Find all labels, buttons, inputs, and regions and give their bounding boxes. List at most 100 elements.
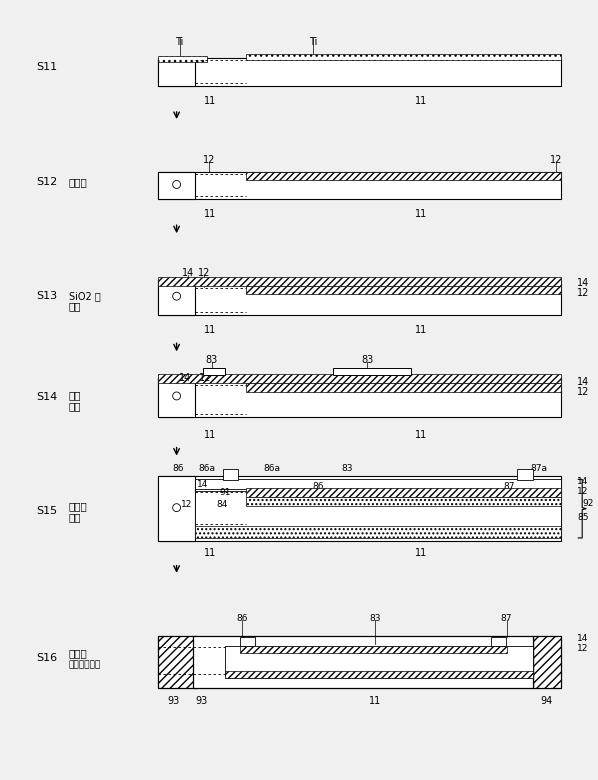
Text: 86a: 86a bbox=[263, 464, 280, 473]
Bar bbox=[196, 526, 560, 538]
Text: S16: S16 bbox=[36, 653, 57, 663]
Text: 11: 11 bbox=[415, 548, 427, 558]
Text: SiO2 膜: SiO2 膜 bbox=[69, 291, 100, 300]
Bar bbox=[240, 637, 255, 646]
Text: 12: 12 bbox=[203, 154, 215, 165]
Bar bbox=[246, 55, 560, 60]
Text: 92: 92 bbox=[582, 498, 594, 508]
Bar bbox=[193, 636, 533, 688]
Text: 11: 11 bbox=[204, 209, 216, 219]
Text: 14: 14 bbox=[577, 477, 588, 486]
Text: 12: 12 bbox=[550, 154, 562, 165]
Text: 86a: 86a bbox=[198, 464, 215, 473]
Text: 12: 12 bbox=[577, 644, 588, 653]
Text: Ti: Ti bbox=[175, 37, 184, 48]
Bar bbox=[517, 470, 533, 480]
Bar bbox=[223, 470, 239, 480]
Text: S15: S15 bbox=[36, 506, 57, 516]
Bar bbox=[158, 58, 560, 86]
Bar bbox=[158, 56, 207, 62]
Text: 12: 12 bbox=[577, 288, 590, 298]
Bar bbox=[158, 172, 196, 200]
Circle shape bbox=[173, 392, 181, 400]
Text: 14: 14 bbox=[577, 633, 588, 643]
Text: 作製: 作製 bbox=[69, 401, 81, 411]
Text: 研磨・: 研磨・ bbox=[69, 648, 87, 658]
Bar bbox=[158, 280, 560, 314]
Text: 12: 12 bbox=[199, 373, 212, 383]
Text: 83: 83 bbox=[361, 355, 373, 365]
Bar bbox=[240, 646, 507, 653]
Circle shape bbox=[173, 180, 181, 189]
Bar bbox=[158, 374, 560, 383]
Bar bbox=[246, 488, 560, 497]
Bar bbox=[203, 368, 225, 375]
Text: 83: 83 bbox=[206, 355, 218, 365]
Text: 11: 11 bbox=[204, 325, 216, 335]
Text: 14: 14 bbox=[179, 373, 191, 383]
Text: 11: 11 bbox=[369, 696, 381, 706]
Text: 86: 86 bbox=[237, 614, 248, 623]
Bar bbox=[158, 172, 560, 200]
Bar bbox=[158, 58, 196, 86]
Text: 電極: 電極 bbox=[69, 390, 81, 400]
Text: 84: 84 bbox=[217, 500, 228, 509]
Bar bbox=[332, 368, 411, 375]
Bar bbox=[225, 646, 533, 678]
Text: 93: 93 bbox=[167, 696, 180, 706]
Text: 14: 14 bbox=[577, 278, 590, 288]
Text: S13: S13 bbox=[36, 291, 57, 300]
Text: 86: 86 bbox=[172, 464, 184, 473]
Bar bbox=[158, 277, 560, 285]
Text: S11: S11 bbox=[36, 62, 57, 73]
Text: 87a: 87a bbox=[530, 464, 548, 473]
Bar bbox=[158, 636, 197, 688]
Bar bbox=[246, 383, 560, 392]
Text: 11: 11 bbox=[415, 325, 427, 335]
Bar bbox=[196, 480, 560, 489]
Text: 87: 87 bbox=[501, 614, 512, 623]
Text: 保護材: 保護材 bbox=[69, 502, 87, 511]
Circle shape bbox=[173, 504, 181, 512]
Text: 91: 91 bbox=[219, 488, 230, 497]
Text: 12: 12 bbox=[181, 500, 193, 509]
Text: 87: 87 bbox=[504, 482, 515, 491]
Bar bbox=[533, 636, 560, 688]
Text: 11: 11 bbox=[204, 548, 216, 558]
Bar bbox=[491, 637, 505, 646]
Text: 接着: 接着 bbox=[69, 512, 81, 522]
Text: 蒸着: 蒸着 bbox=[69, 302, 81, 311]
Text: 11: 11 bbox=[415, 209, 427, 219]
Bar bbox=[225, 671, 533, 678]
Text: 93: 93 bbox=[195, 696, 208, 706]
Text: 14: 14 bbox=[197, 480, 209, 489]
Text: Ti: Ti bbox=[309, 37, 318, 48]
Bar bbox=[158, 280, 196, 314]
Text: 14: 14 bbox=[577, 377, 590, 387]
Bar bbox=[246, 172, 560, 179]
Text: 94: 94 bbox=[541, 696, 553, 706]
Bar bbox=[158, 377, 560, 417]
Bar bbox=[158, 377, 196, 417]
Text: 熱拡散: 熱拡散 bbox=[69, 178, 87, 187]
Text: 83: 83 bbox=[369, 614, 381, 623]
Bar bbox=[246, 497, 560, 506]
Text: S12: S12 bbox=[36, 178, 57, 187]
Text: 14: 14 bbox=[182, 268, 194, 278]
Text: 12: 12 bbox=[577, 387, 590, 397]
Bar bbox=[158, 477, 196, 541]
Text: コーティング: コーティング bbox=[69, 661, 101, 669]
Circle shape bbox=[173, 292, 181, 300]
Text: 11: 11 bbox=[415, 96, 427, 106]
Text: 11: 11 bbox=[415, 430, 427, 440]
Text: 11: 11 bbox=[204, 430, 216, 440]
Bar bbox=[246, 285, 560, 294]
Text: 86: 86 bbox=[312, 482, 324, 491]
Text: 11: 11 bbox=[204, 96, 216, 106]
Text: 12: 12 bbox=[577, 487, 588, 496]
Text: 83: 83 bbox=[341, 464, 353, 473]
Text: S14: S14 bbox=[36, 392, 57, 402]
Text: 85: 85 bbox=[577, 512, 589, 522]
Bar bbox=[196, 491, 560, 527]
Bar bbox=[158, 477, 560, 541]
